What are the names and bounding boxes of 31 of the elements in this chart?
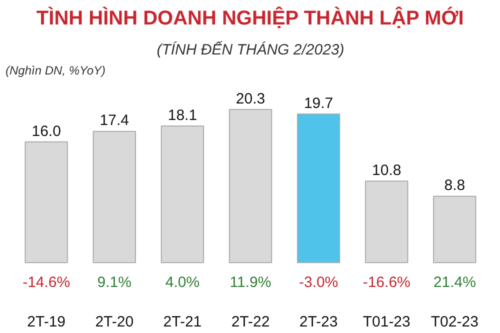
x-tick-label: 2T-22 [231, 314, 270, 330]
bar [92, 130, 136, 264]
text: -14.6% [22, 274, 70, 292]
bar [160, 126, 204, 264]
data-label: 19.7 [304, 94, 334, 112]
chart-title: TÌNH HÌNH DOANH NGHIỆP THÀNH LẬP MỚI [36, 6, 464, 30]
text: 9.1% [97, 274, 132, 292]
text: -16.6% [362, 274, 410, 292]
data-label: 18.1 [168, 106, 198, 124]
bar [296, 113, 340, 264]
x-tick-label: T02-23 [430, 314, 478, 330]
chart-subtitle: (TÍNH ĐẾN THÁNG 2/2023) [156, 40, 344, 58]
x-tick-label: 2T-23 [299, 314, 338, 330]
x-tick-label: 2T-21 [163, 314, 202, 330]
bar [228, 108, 272, 264]
data-label: 17.4 [100, 112, 129, 130]
text: 4.0% [165, 274, 200, 292]
x-tick-label: 2T-20 [95, 314, 134, 330]
bar [24, 141, 68, 264]
bar [433, 196, 476, 264]
text: 21.4% [433, 274, 476, 292]
data-label: 10.8 [372, 162, 402, 179]
text: (Nghìn DN, %YoY) [6, 64, 106, 78]
data-label: 20.3 [236, 90, 266, 108]
text: 11.9% [230, 274, 272, 292]
x-tick-label: T01-23 [362, 314, 410, 330]
bar [365, 180, 408, 264]
data-label: 8.8 [444, 177, 466, 194]
text: -3.0% [298, 274, 338, 292]
x-tick-label: 2T-19 [27, 314, 66, 330]
data-label: 16.0 [32, 122, 61, 140]
